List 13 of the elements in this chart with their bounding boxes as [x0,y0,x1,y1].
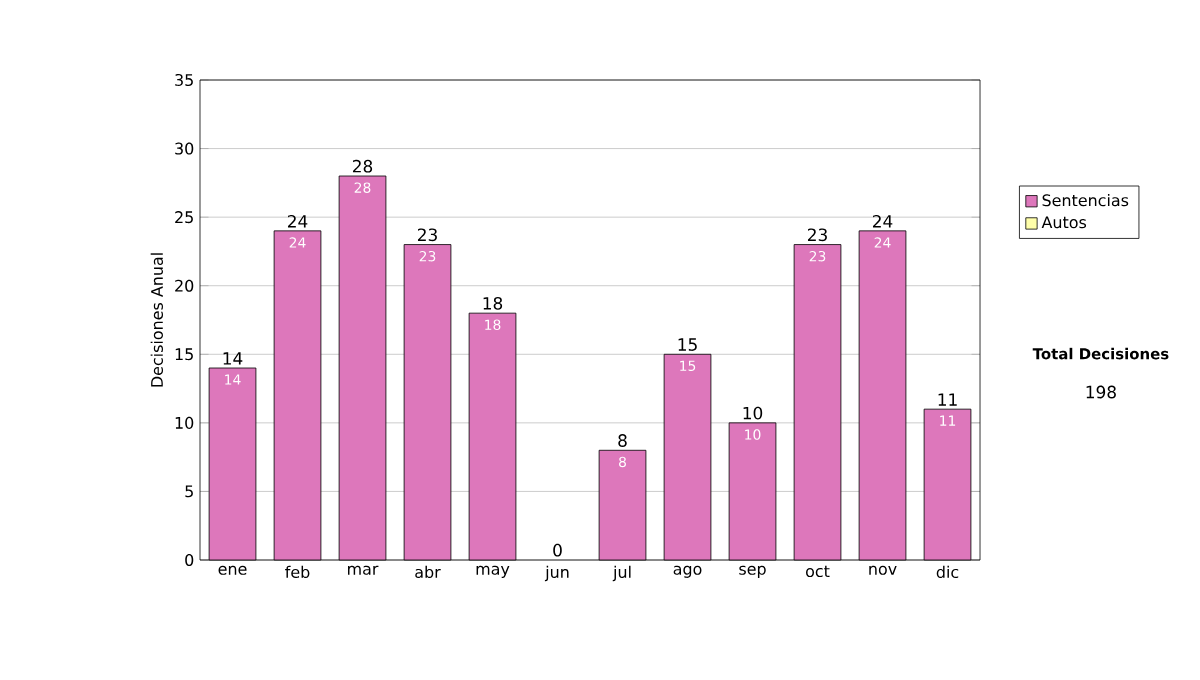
total-label: 23 [417,228,437,242]
total-label: 8 [618,434,627,447]
total-label: 15 [678,338,697,351]
total-label: 24 [287,214,308,228]
total-label: 24 [872,214,893,228]
total-label: 10 [743,406,763,420]
total-label: 18 [483,296,503,310]
text: 198 [1086,385,1116,399]
total-label: 11 [938,393,957,406]
total-label: 23 [807,228,827,242]
total-label: 14 [223,352,243,365]
total-label: 28 [352,159,373,173]
total-label: 0 [553,543,562,557]
